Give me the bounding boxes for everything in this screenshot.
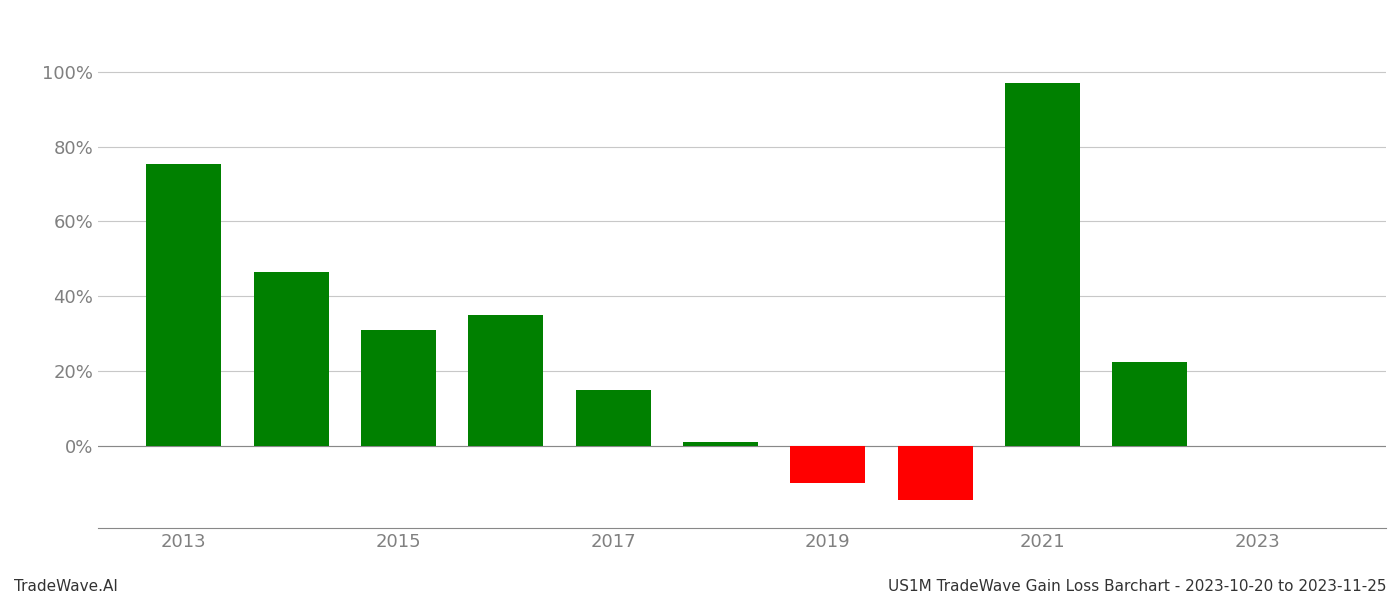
Bar [897,446,973,500]
Bar [146,163,221,446]
Text: TradeWave.AI: TradeWave.AI [14,579,118,594]
Bar [575,389,651,446]
Bar [253,272,329,446]
Bar [468,315,543,446]
Bar [790,446,865,483]
Bar [1005,83,1081,446]
Bar [1112,362,1187,446]
Bar [361,330,437,446]
Bar [683,442,759,446]
Text: US1M TradeWave Gain Loss Barchart - 2023-10-20 to 2023-11-25: US1M TradeWave Gain Loss Barchart - 2023… [888,579,1386,594]
